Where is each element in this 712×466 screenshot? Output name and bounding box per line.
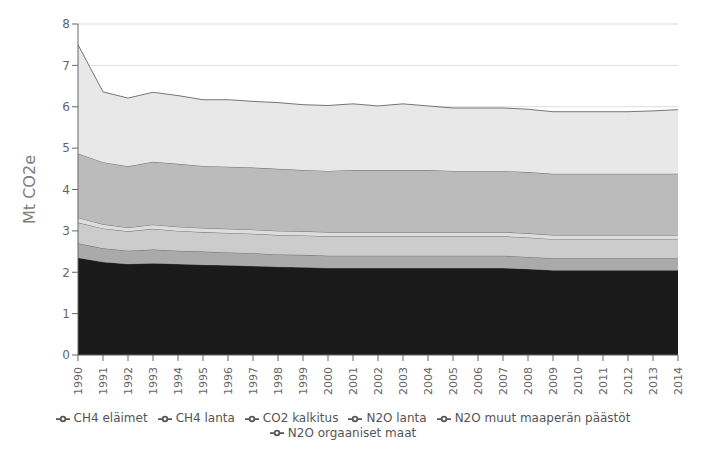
html-text:CH4 lanta: CH4 lanta [175, 411, 235, 425]
svg-text:2005: 2005 [447, 367, 460, 395]
svg-text:2007: 2007 [497, 367, 510, 395]
svg-text:1997: 1997 [247, 367, 260, 395]
svg-text:3: 3 [62, 224, 70, 238]
html-text:CH4 eläimet: CH4 eläimet [73, 411, 148, 425]
svg-text:8: 8 [62, 17, 70, 31]
svg-text:4: 4 [62, 183, 70, 197]
svg-text:2012: 2012 [622, 367, 635, 395]
svg-text:1996: 1996 [222, 367, 235, 395]
svg-text:6: 6 [62, 100, 70, 114]
svg-text:1994: 1994 [172, 367, 185, 395]
svg-text:1995: 1995 [197, 367, 210, 395]
svg-text:1999: 1999 [297, 367, 310, 395]
svg-text:2014: 2014 [672, 367, 685, 395]
html-text:N2O orgaaniset maat: N2O orgaaniset maat [287, 425, 417, 440]
svg-text:2009: 2009 [547, 367, 560, 395]
svg-text:2003: 2003 [397, 367, 410, 395]
svg-text:2011: 2011 [597, 367, 610, 395]
svg-text:1990: 1990 [72, 367, 85, 395]
svg-text:2008: 2008 [522, 367, 535, 395]
svg-text:2004: 2004 [422, 367, 435, 395]
html-text:N2O lanta: N2O lanta [366, 411, 427, 425]
html-text:CO2 kalkitus: CO2 kalkitus [262, 411, 339, 425]
svg-text:1998: 1998 [272, 367, 285, 395]
svg-text:1991: 1991 [97, 367, 110, 395]
svg-text:2006: 2006 [472, 367, 485, 395]
html-text:N2O muut maaperän päästöt: N2O muut maaperän päästöt [454, 411, 631, 425]
svg-text:7: 7 [62, 59, 70, 73]
svg-text:2: 2 [62, 266, 70, 280]
svg-text:5: 5 [62, 141, 70, 155]
svg-text:1992: 1992 [122, 367, 135, 395]
svg-text:2001: 2001 [347, 367, 360, 395]
svg-text:2010: 2010 [572, 367, 585, 395]
svg-text:2013: 2013 [647, 367, 660, 395]
svg-text:2002: 2002 [372, 367, 385, 395]
svg-text:Mt CO2e: Mt CO2e [20, 155, 39, 224]
svg-text:1: 1 [62, 307, 70, 321]
svg-text:2000: 2000 [322, 367, 335, 395]
svg-text:1993: 1993 [147, 367, 160, 395]
svg-text:0: 0 [62, 348, 70, 362]
